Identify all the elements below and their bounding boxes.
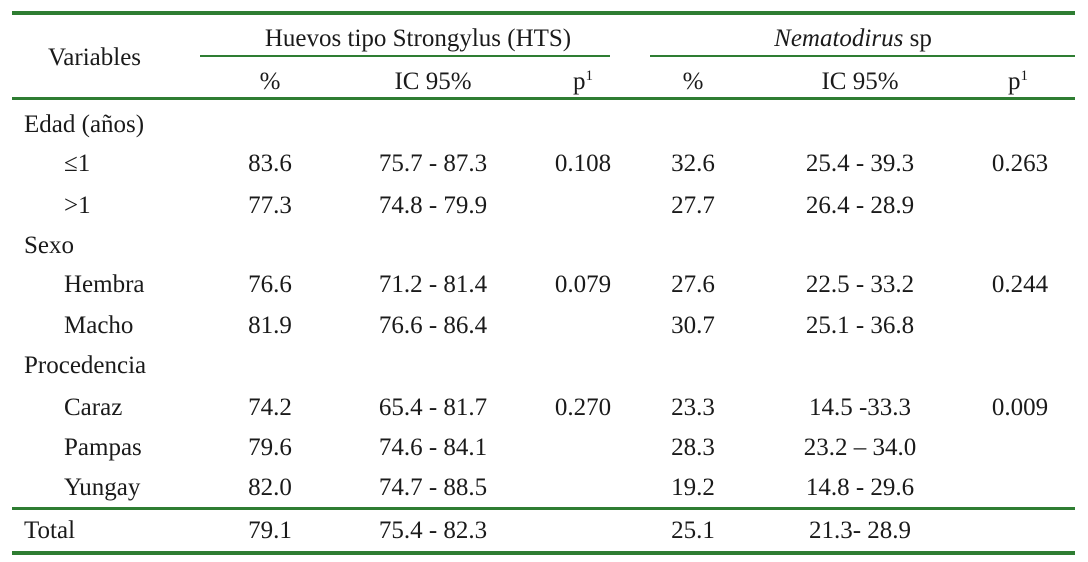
header-group-nematodirus: Nematodirus sp bbox=[774, 26, 932, 51]
header-group-hts: Huevos tipo Strongylus (HTS) bbox=[264, 25, 572, 52]
cell-nem-pct: 30.7 bbox=[671, 312, 715, 339]
cell-hts-ic: 74.8 - 79.9 bbox=[378, 192, 488, 219]
header-nem-ic: IC 95% bbox=[821, 68, 899, 95]
cell-nem-p: 0.244 bbox=[991, 271, 1049, 298]
cell-nem-ic: 14.8 - 29.6 bbox=[805, 474, 915, 501]
cell-nem-pct: 19.2 bbox=[671, 474, 715, 501]
cell-hts-p: 0.270 bbox=[554, 394, 612, 421]
cell-nem-ic: 21.3- 28.9 bbox=[808, 517, 912, 544]
cell-hts-ic: 75.4 - 82.3 bbox=[378, 517, 488, 544]
cell-hts-pct: 74.2 bbox=[248, 394, 292, 421]
cell-nem-ic: 22.5 - 33.2 bbox=[805, 271, 915, 298]
cell-hts-ic: 65.4 - 81.7 bbox=[378, 394, 488, 421]
row-label: Pampas bbox=[64, 434, 142, 461]
cell-hts-p: 0.079 bbox=[554, 271, 612, 298]
table-top-rule bbox=[12, 11, 1075, 15]
total-separator-rule bbox=[12, 507, 1075, 510]
row-label: Hembra bbox=[64, 271, 145, 298]
cell-hts-p: 0.108 bbox=[554, 150, 612, 177]
header-nem-pct: % bbox=[682, 68, 704, 95]
row-label: Macho bbox=[64, 312, 134, 339]
p-superscript: 1 bbox=[1020, 68, 1029, 84]
section-label: Procedencia bbox=[24, 352, 147, 379]
cell-nem-ic: 23.2 – 34.0 bbox=[803, 434, 917, 461]
cell-hts-pct: 83.6 bbox=[248, 150, 292, 177]
cell-hts-pct: 77.3 bbox=[248, 192, 292, 219]
header-nem-p: p1 bbox=[1008, 68, 1029, 95]
cell-hts-ic: 75.7 - 87.3 bbox=[378, 150, 488, 177]
cell-nem-p: 0.009 bbox=[991, 394, 1049, 421]
header-bottom-rule bbox=[12, 97, 1075, 100]
cell-nem-ic: 25.4 - 39.3 bbox=[805, 150, 915, 177]
cell-hts-ic: 74.7 - 88.5 bbox=[378, 474, 488, 501]
nematodirus-suffix: sp bbox=[903, 25, 932, 52]
p-letter: p bbox=[1008, 68, 1021, 95]
row-label: Yungay bbox=[64, 474, 141, 501]
p-letter: p bbox=[573, 68, 586, 95]
section-label: Sexo bbox=[24, 232, 74, 259]
cell-nem-pct: 25.1 bbox=[671, 517, 715, 544]
cell-nem-ic: 25.1 - 36.8 bbox=[805, 312, 915, 339]
nematodirus-genus: Nematodirus bbox=[774, 25, 904, 52]
cell-nem-pct: 28.3 bbox=[671, 434, 715, 461]
row-label: >1 bbox=[64, 192, 91, 219]
p-superscript: 1 bbox=[585, 68, 594, 84]
hts-group-underline bbox=[200, 55, 610, 57]
cell-hts-ic: 76.6 - 86.4 bbox=[378, 312, 488, 339]
total-label: Total bbox=[24, 517, 76, 544]
nematodirus-group-underline bbox=[650, 55, 1075, 57]
header-hts-pct: % bbox=[259, 68, 281, 95]
row-label: Caraz bbox=[64, 394, 123, 421]
header-hts-ic: IC 95% bbox=[394, 68, 472, 95]
table-bottom-rule bbox=[12, 551, 1075, 555]
cell-hts-pct: 81.9 bbox=[248, 312, 292, 339]
cell-hts-ic: 71.2 - 81.4 bbox=[378, 271, 488, 298]
cell-nem-ic: 14.5 -33.3 bbox=[808, 394, 912, 421]
cell-hts-ic: 74.6 - 84.1 bbox=[378, 434, 488, 461]
row-label: ≤1 bbox=[64, 150, 91, 177]
section-label: Edad (años) bbox=[24, 111, 145, 138]
cell-nem-pct: 23.3 bbox=[671, 394, 715, 421]
cell-nem-ic: 26.4 - 28.9 bbox=[805, 192, 915, 219]
cell-nem-pct: 27.6 bbox=[671, 271, 715, 298]
cell-nem-pct: 32.6 bbox=[671, 150, 715, 177]
cell-nem-p: 0.263 bbox=[991, 150, 1049, 177]
cell-hts-pct: 76.6 bbox=[248, 271, 292, 298]
header-hts-p: p1 bbox=[573, 68, 594, 95]
cell-hts-pct: 79.1 bbox=[248, 517, 292, 544]
cell-nem-pct: 27.7 bbox=[671, 192, 715, 219]
header-variables: Variables bbox=[48, 44, 142, 71]
cell-hts-pct: 79.6 bbox=[248, 434, 292, 461]
cell-hts-pct: 82.0 bbox=[248, 474, 292, 501]
